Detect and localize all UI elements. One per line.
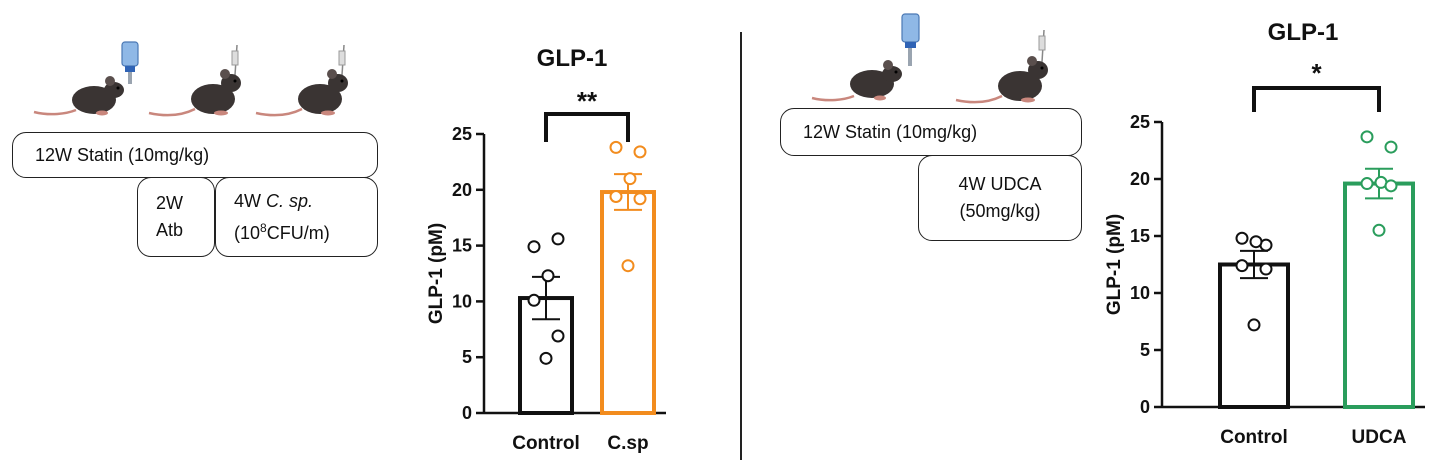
water-bottle-icon — [901, 13, 920, 66]
significance-label: * — [1311, 58, 1322, 88]
gavage-syringe-icon — [231, 45, 239, 76]
data-point — [1259, 262, 1273, 276]
x-category-label: Control — [1220, 427, 1288, 448]
data-point — [551, 232, 565, 246]
significance-label: ** — [577, 86, 598, 116]
data-point — [1360, 177, 1374, 191]
data-point — [633, 192, 647, 206]
udca-line2: (50mg/kg) — [959, 201, 1041, 221]
csp-line1: 4W C. sp. — [234, 190, 314, 211]
mouse-gavage-group-left-1 — [148, 45, 241, 117]
mouse-icon — [955, 56, 1048, 104]
statin-timeline-box-right: 12W Statin (10mg/kg) — [780, 108, 1082, 156]
mouse-icon — [255, 69, 348, 117]
data-point — [1235, 231, 1249, 245]
y-axis-label: GLP-1 (pM) — [426, 223, 447, 324]
y-tick-label: 5 — [462, 347, 472, 367]
y-tick-label: 20 — [1130, 169, 1150, 189]
gavage-syringe-icon — [338, 45, 346, 76]
data-point — [1360, 130, 1374, 144]
mouse-gavage-group-right — [955, 30, 1048, 104]
gavage-syringe-icon — [1038, 30, 1046, 63]
panel-divider — [740, 32, 742, 460]
data-point — [539, 351, 553, 365]
atb-timeline-box: 2W Atb — [137, 177, 215, 257]
data-point — [1235, 259, 1249, 273]
statin-label-left: 12W Statin (10mg/kg) — [35, 144, 210, 165]
mouse-water-group-right — [811, 13, 920, 102]
data-point — [609, 189, 623, 203]
data-point — [623, 172, 637, 186]
atb-line1: 2W — [156, 193, 183, 213]
significance-bracket — [1252, 86, 1381, 112]
y-tick-label: 25 — [1130, 112, 1150, 132]
y-tick-label: 25 — [452, 124, 472, 144]
x-category-label: UDCA — [1352, 427, 1407, 448]
data-point — [527, 293, 541, 307]
y-tick-label: 0 — [1140, 397, 1150, 417]
chart-title: GLP-1 — [1268, 19, 1339, 46]
mouse-gavage-group-left-2 — [255, 45, 348, 117]
chart-title: GLP-1 — [537, 45, 608, 72]
data-point — [541, 269, 555, 283]
data-point — [609, 140, 623, 154]
data-point — [633, 145, 647, 159]
y-tick-label: 20 — [452, 180, 472, 200]
y-tick-label: 5 — [1140, 340, 1150, 360]
mouse-icon — [811, 60, 902, 102]
data-point — [1372, 223, 1386, 237]
x-category-label: Control — [512, 433, 580, 454]
water-bottle-icon — [121, 41, 139, 84]
data-point — [1384, 140, 1398, 154]
statin-label-right: 12W Statin (10mg/kg) — [803, 121, 978, 142]
data-point — [551, 329, 565, 343]
data-point — [1384, 179, 1398, 193]
y-tick-label: 15 — [1130, 226, 1150, 246]
y-tick-label: 10 — [1130, 283, 1150, 303]
y-axis-label: GLP-1 (pM) — [1104, 214, 1125, 315]
mouse-icon — [33, 76, 124, 116]
y-tick-label: 0 — [462, 403, 472, 423]
data-point — [621, 259, 635, 273]
udca-line1: 4W UDCA — [958, 174, 1042, 194]
mouse-water-group-left — [33, 41, 139, 116]
y-tick-label: 10 — [452, 291, 472, 311]
csp-timeline-box: 4W C. sp. (108CFU/m) — [215, 177, 378, 257]
csp-line2: (108CFU/m) — [234, 220, 330, 243]
data-point — [1249, 235, 1263, 249]
mouse-icon — [148, 69, 241, 117]
atb-line2: Atb — [156, 220, 184, 240]
data-point — [527, 240, 541, 254]
y-tick-label: 15 — [452, 236, 472, 256]
bar — [1218, 262, 1290, 409]
x-category-label: C.sp — [607, 433, 648, 454]
udca-timeline-box: 4W UDCA (50mg/kg) — [918, 155, 1082, 241]
data-point — [1247, 318, 1261, 332]
significance-bracket — [544, 112, 630, 142]
bar — [1343, 181, 1415, 409]
